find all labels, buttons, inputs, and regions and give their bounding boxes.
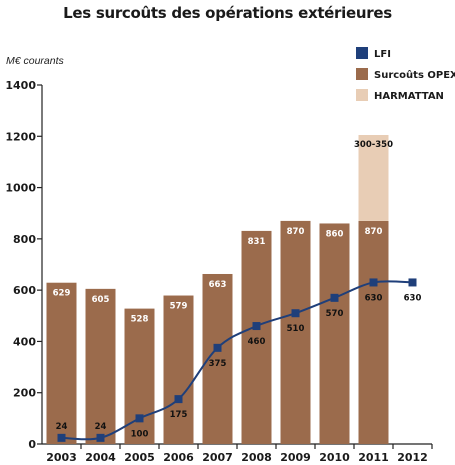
y-tick-label: 1000 xyxy=(5,182,36,195)
bar-opex xyxy=(280,220,311,444)
y-tick-label: 1200 xyxy=(5,130,36,143)
legend-swatch xyxy=(356,47,368,59)
y-tick-label: 400 xyxy=(13,335,36,348)
y-tick-label: 0 xyxy=(28,438,36,451)
legend-label: HARMATTAN xyxy=(374,91,444,102)
bar-opex xyxy=(85,288,116,444)
lfi-point xyxy=(330,293,339,302)
bar-opex xyxy=(163,295,194,444)
lfi-point xyxy=(369,278,378,287)
bar-opex-label: 860 xyxy=(326,229,344,239)
x-tick-label: 2007 xyxy=(202,451,233,464)
lfi-point-label: 510 xyxy=(287,324,305,334)
lfi-point xyxy=(96,433,105,442)
lfi-point-label: 460 xyxy=(248,337,266,347)
lfi-point-label: 570 xyxy=(326,309,344,319)
legend-swatch xyxy=(356,89,368,101)
legend-swatch xyxy=(356,68,368,80)
y-axis-unit-label: M€ courants xyxy=(6,55,64,67)
lfi-point xyxy=(252,322,261,331)
bar-opex-label: 528 xyxy=(131,315,149,325)
bar-opex xyxy=(319,223,350,444)
lfi-point-label: 24 xyxy=(95,422,107,432)
x-tick-label: 2004 xyxy=(85,451,116,464)
lfi-point xyxy=(174,395,183,404)
bar-opex-label: 870 xyxy=(287,227,305,237)
y-tick-label: 1400 xyxy=(5,79,36,92)
lfi-point xyxy=(408,278,417,287)
lfi-point-label: 175 xyxy=(170,410,188,420)
x-tick-label: 2009 xyxy=(280,451,311,464)
lfi-point xyxy=(135,414,144,423)
bar-opex xyxy=(46,282,77,444)
bar-opex-label: 870 xyxy=(365,227,383,237)
bar-harmattan-label: 300-350 xyxy=(354,140,393,150)
lfi-point-label: 630 xyxy=(365,293,383,303)
lfi-point-label: 100 xyxy=(131,429,149,439)
x-tick-label: 2006 xyxy=(163,451,194,464)
bar-opex xyxy=(241,230,272,444)
bar-opex-label: 605 xyxy=(92,295,110,305)
x-tick-label: 2005 xyxy=(124,451,155,464)
lfi-point-label: 375 xyxy=(209,359,227,369)
lfi-point xyxy=(57,433,66,442)
x-tick-label: 2003 xyxy=(46,451,77,464)
bar-opex-label: 579 xyxy=(170,302,188,312)
x-tick-label: 2011 xyxy=(358,451,389,464)
y-tick-label: 600 xyxy=(13,284,36,297)
bar-opex xyxy=(358,220,389,444)
x-tick-label: 2008 xyxy=(241,451,272,464)
bar-opex-label: 629 xyxy=(53,289,71,299)
chart-title: Les surcoûts des opérations extérieures xyxy=(63,4,392,22)
x-tick-label: 2010 xyxy=(319,451,350,464)
x-tick-label: 2012 xyxy=(397,451,428,464)
y-tick-label: 200 xyxy=(13,387,36,400)
bar-opex-label: 831 xyxy=(248,237,266,247)
bar-opex-label: 663 xyxy=(209,280,227,290)
lfi-point-label: 630 xyxy=(404,293,422,303)
lfi-point xyxy=(213,343,222,352)
legend-label: LFI xyxy=(374,49,391,60)
legend-label: Surcoûts OPEX xyxy=(374,69,455,81)
y-tick-label: 800 xyxy=(13,233,36,246)
lfi-point xyxy=(291,309,300,318)
lfi-point-label: 24 xyxy=(56,422,68,432)
bar-harmattan xyxy=(358,135,389,221)
lfi-line xyxy=(61,280,413,441)
